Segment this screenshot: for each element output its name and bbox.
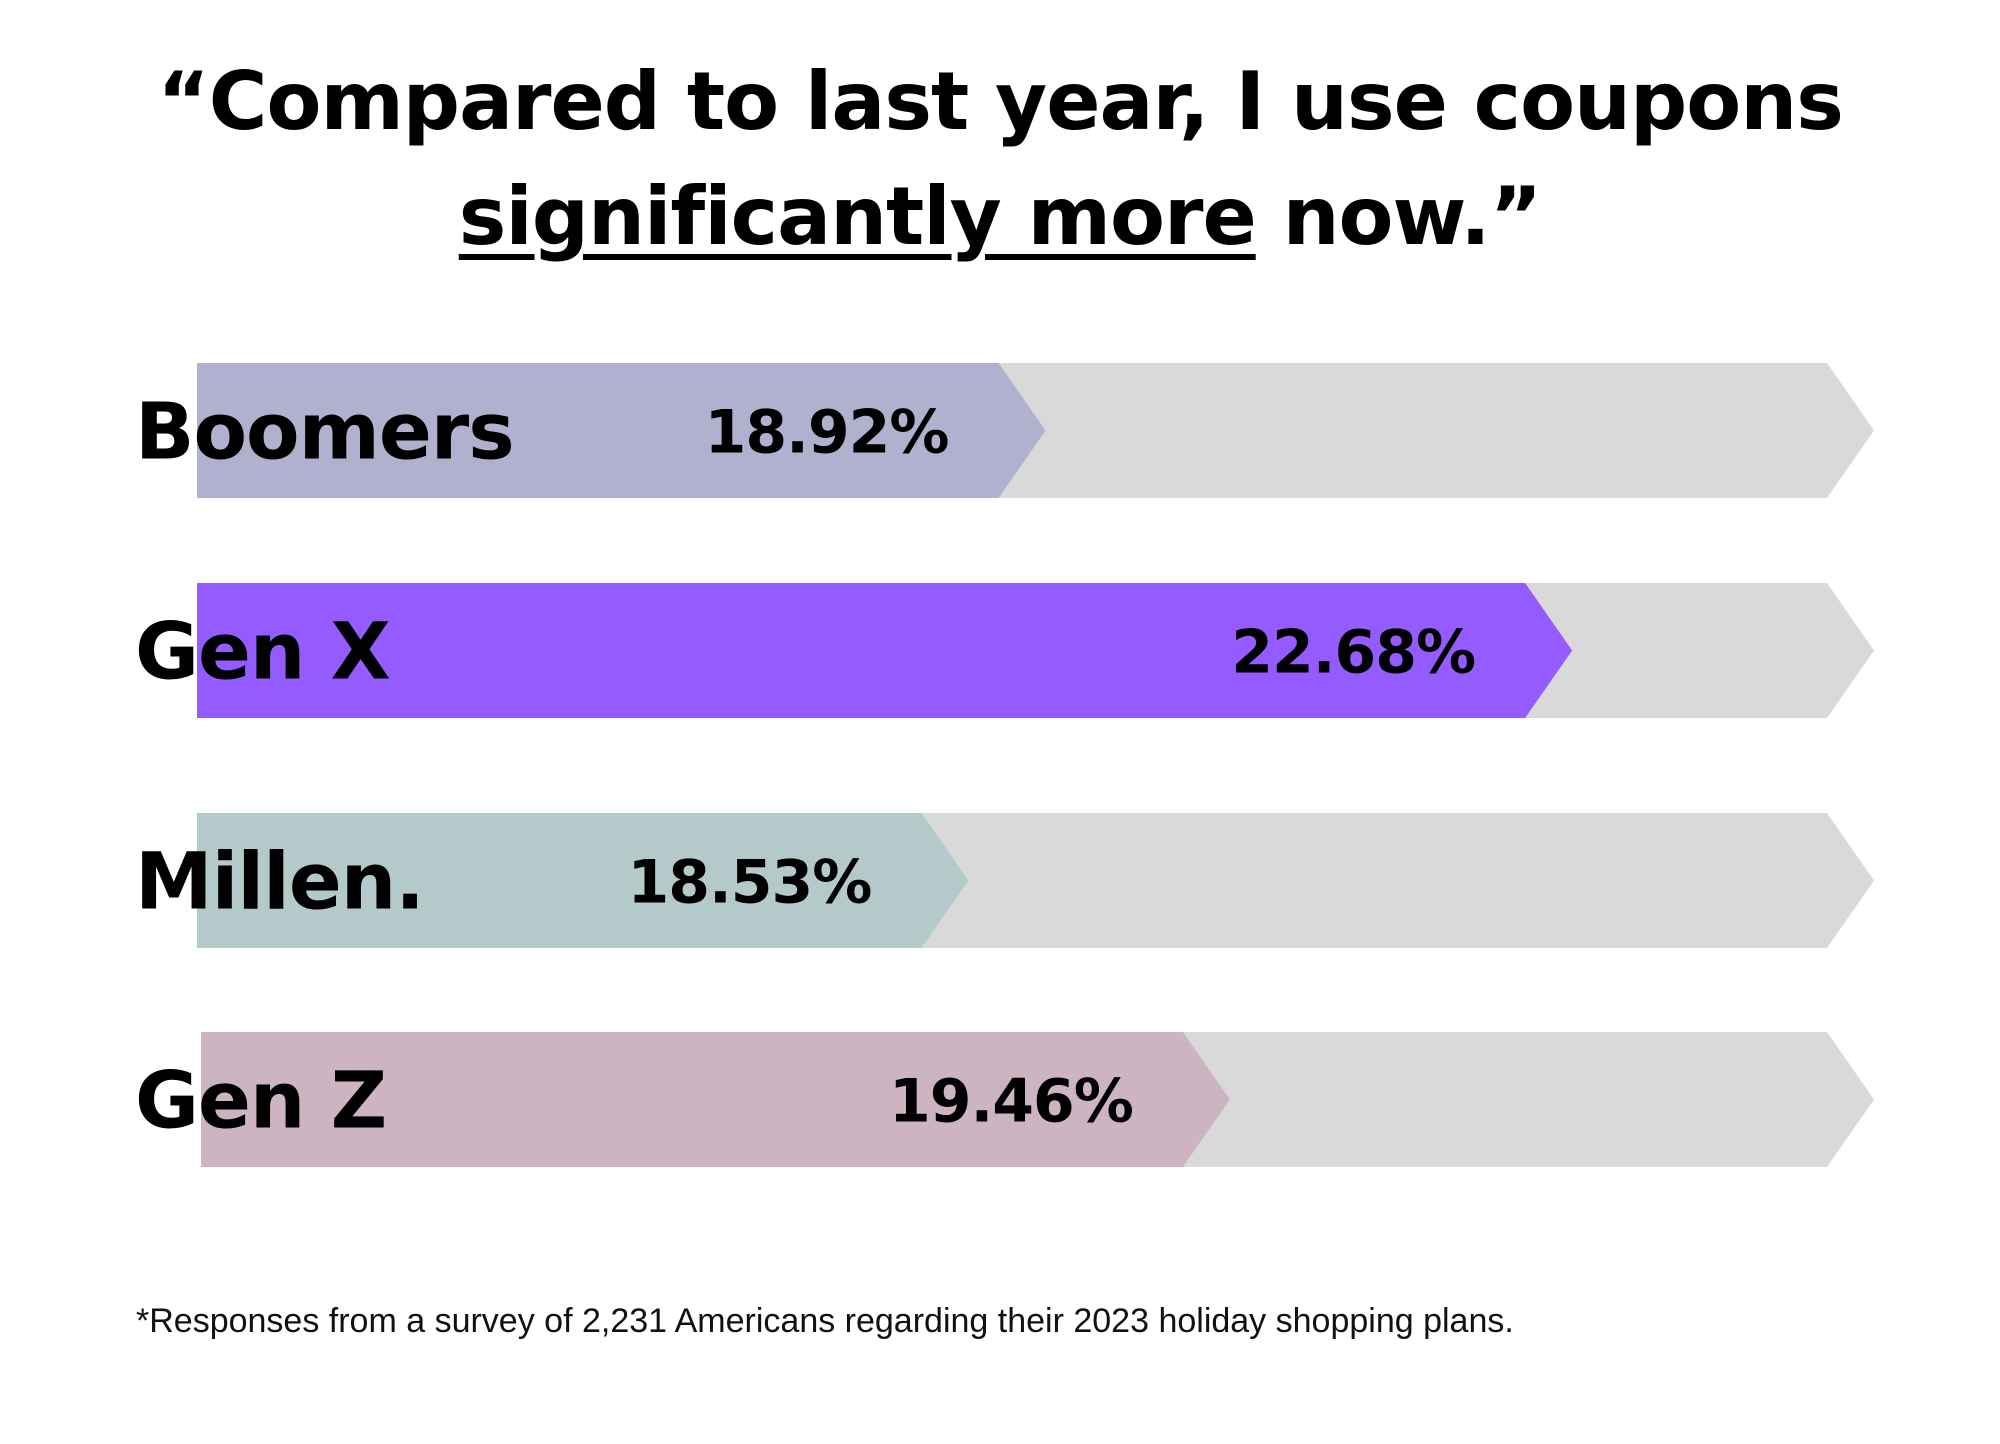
bar-millen xyxy=(197,813,969,948)
category-label: Boomers xyxy=(135,388,514,478)
value-label: 18.53% xyxy=(628,848,872,918)
chart-title-line-1: “Compared to last year, I use coupons xyxy=(157,55,1844,148)
bar-gen-x xyxy=(197,583,1573,718)
footnote: *Responses from a survey of 2,231 Americ… xyxy=(136,1302,1514,1340)
value-label: 22.68% xyxy=(1231,618,1475,688)
category-label: Millen. xyxy=(135,838,424,928)
category-label: Gen X xyxy=(135,608,390,698)
category-label: Gen Z xyxy=(135,1057,386,1147)
title-emphasis: significantly more xyxy=(458,170,1257,263)
bar-gen-z xyxy=(201,1032,1230,1167)
title-rest: now.” xyxy=(1255,170,1543,263)
value-label: 18.92% xyxy=(705,398,949,468)
bar-boomers xyxy=(197,363,1046,498)
chart-title-line-2: significantly more now.” xyxy=(0,170,2000,263)
value-label: 19.46% xyxy=(889,1067,1133,1137)
